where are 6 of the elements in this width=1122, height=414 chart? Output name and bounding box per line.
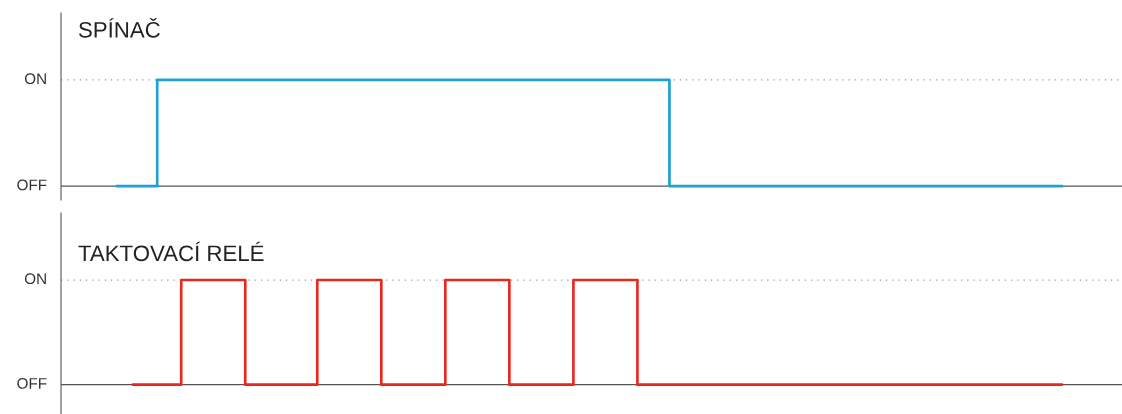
ref-line-label: ON [24,73,46,85]
chart-title: TAKTOVACÍ RELÉ [78,241,264,262]
ref-line-label: OFF [17,179,47,191]
ref-line-label: OFF [17,377,47,389]
chart-title: SPÍNAČ [78,18,160,38]
ref-line-label: ON [24,273,46,285]
